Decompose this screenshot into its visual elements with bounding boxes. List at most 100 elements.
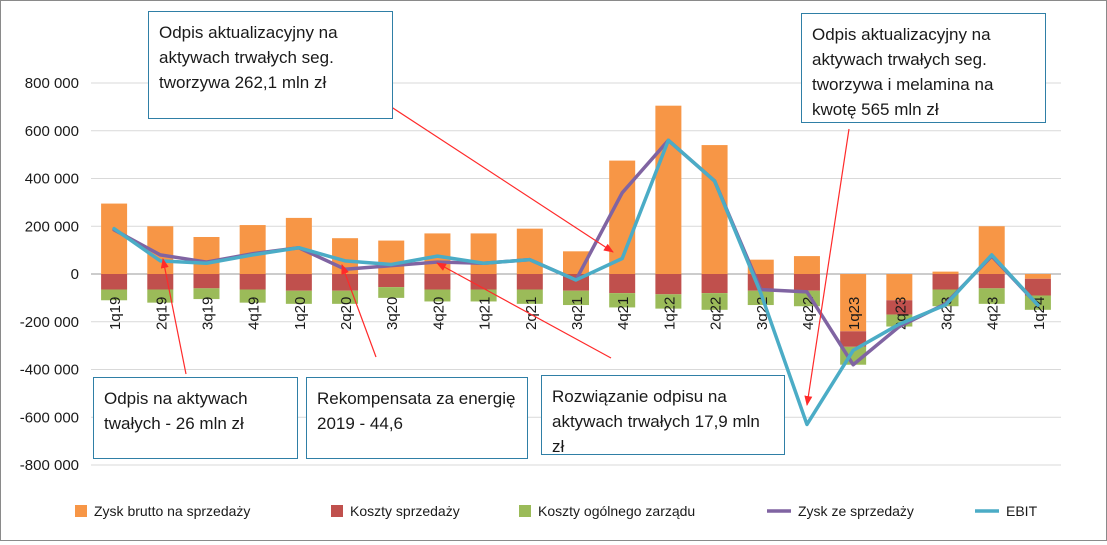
annotation-arrow [436, 262, 612, 359]
bar [701, 293, 728, 310]
x-tick-label: 2q20 [338, 297, 355, 330]
bar [285, 217, 312, 274]
bar [332, 290, 359, 304]
legend-swatch [331, 505, 343, 517]
annotation-box-rozwiazanie: Rozwiązanie odpisu na aktywach trwałych … [541, 375, 785, 456]
bar [1024, 278, 1051, 296]
bar [424, 274, 451, 290]
bar [239, 289, 266, 303]
annotation-arrow [804, 128, 850, 406]
x-tick-label: 3q21 [569, 297, 586, 330]
bar [609, 293, 636, 308]
x-tick-labels: 1q19 2q19 3q19 4q19 1q20 2q20 3q20 4q20 1q21 2q21… [107, 297, 1048, 330]
bar [793, 274, 820, 291]
bar [470, 289, 497, 302]
y-tick-label: -800 000 [20, 457, 79, 474]
y-tick-label: 800 000 [25, 75, 79, 92]
bar [378, 240, 405, 274]
x-tick-label: 1q22 [661, 297, 678, 330]
bar [886, 314, 913, 327]
bar [378, 287, 405, 298]
bar [655, 294, 682, 309]
bar [609, 274, 636, 294]
y-tick-label: 200 000 [25, 218, 79, 235]
bar [470, 233, 497, 274]
bar [193, 288, 220, 300]
bar [563, 290, 589, 306]
bar [840, 331, 867, 347]
bar [193, 274, 220, 289]
bar [655, 274, 682, 295]
bar [701, 274, 728, 294]
annotation-box-tworzywa: Odpis aktualizacyjny na aktywach trwałyc… [148, 11, 393, 119]
y-tick-label: -200 000 [20, 314, 79, 331]
x-tick-label: 4q20 [430, 297, 447, 330]
legend: Zysk brutto na sprzedaży Koszty sprzedaży… [75, 503, 1038, 519]
bar [285, 290, 312, 304]
bar [332, 274, 359, 291]
annotation-text: Rekompensata za energię 2019 - 44,6 [317, 389, 516, 433]
bar [101, 289, 128, 301]
x-tick-label: 4q21 [615, 297, 632, 330]
annotation-text: Odpis aktualizacyjny na aktywach trwałyc… [159, 23, 338, 92]
bar [285, 274, 312, 291]
legend-label: Zysk ze sprzedaży [798, 503, 914, 519]
series-line [112, 138, 1040, 427]
bar [932, 289, 959, 307]
annotation-text: Odpis na aktywach twałych - 26 mln zł [104, 389, 248, 433]
bar [101, 203, 128, 274]
x-tick-label: 1q23 [846, 297, 863, 330]
bar [147, 289, 174, 303]
x-tick-label: 4q19 [246, 297, 263, 330]
y-tick-label: -600 000 [20, 409, 79, 426]
x-tick-label: 4q22 [800, 297, 817, 330]
bar [101, 274, 128, 290]
annotation-arrow [372, 94, 614, 253]
series-lines [112, 138, 1040, 427]
annotation-text: Rozwiązanie odpisu na aktywach trwałych … [552, 387, 760, 456]
legend-label: EBIT [1006, 503, 1038, 519]
annotation-box-odpis-26: Odpis na aktywach twałych - 26 mln zł [93, 377, 298, 459]
x-tick-label: 2q22 [708, 297, 725, 330]
bar [1024, 274, 1051, 279]
annotation-box-rekompensata: Rekompensata za energię 2019 - 44,6 [306, 377, 528, 459]
x-tick-label: 1q21 [477, 297, 494, 330]
bar [886, 300, 913, 315]
bar [932, 274, 959, 290]
legend-label: Koszty sprzedaży [350, 503, 460, 519]
bar [239, 274, 266, 290]
bar [516, 228, 543, 274]
x-tick-label: 1q24 [1031, 297, 1048, 330]
bar [840, 274, 867, 332]
y-tick-label: -400 000 [20, 362, 79, 379]
x-tick-label: 2q21 [523, 297, 540, 330]
legend-swatch [75, 505, 87, 517]
annotation-arrow [160, 258, 187, 375]
legend-label: Koszty ogólnego zarządu [538, 503, 695, 519]
x-tick-label: 3q20 [384, 297, 401, 330]
bar [655, 105, 682, 275]
bar [239, 225, 266, 274]
x-tick-label: 1q20 [292, 297, 309, 330]
bar [378, 274, 405, 288]
bar [193, 236, 220, 274]
bar [793, 256, 820, 274]
bar [978, 274, 1005, 289]
bar [147, 274, 174, 290]
bar [701, 145, 728, 274]
bar [978, 288, 1005, 304]
legend-swatch [519, 505, 531, 517]
y-tick-label: 600 000 [25, 123, 79, 140]
bar [516, 274, 543, 290]
bar [470, 274, 497, 290]
bar [886, 274, 913, 301]
annotation-arrow [341, 264, 377, 358]
legend-label: Zysk brutto na sprzedaży [94, 503, 250, 519]
y-tick-labels: 800 000 600 000 400 000 200 000 0 -200 000 -40… [20, 75, 79, 474]
x-tick-label: 4q23 [985, 297, 1002, 330]
x-tick-label: 1q19 [107, 297, 124, 330]
bar [932, 271, 959, 274]
annotation-box-melamina: Odpis aktualizacyjny na aktywach trwałyc… [801, 13, 1046, 123]
